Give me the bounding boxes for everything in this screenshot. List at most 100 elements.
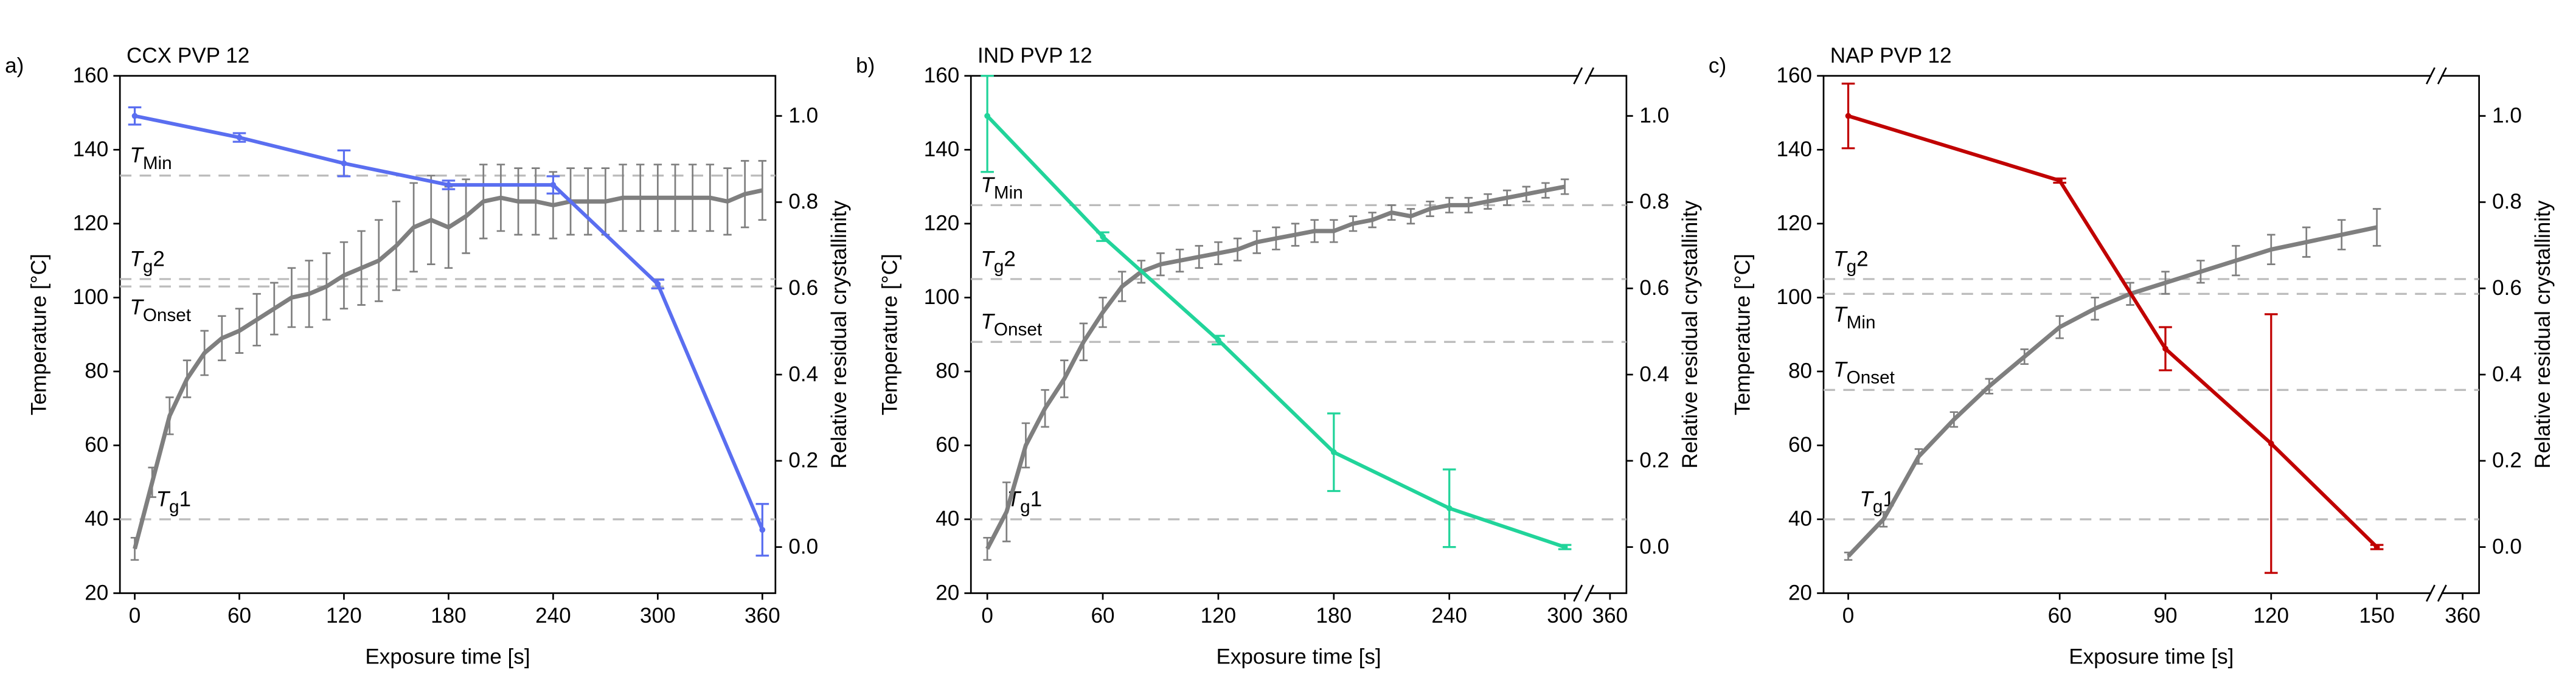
y-tick-label: 40 — [85, 507, 108, 531]
data-point — [654, 281, 661, 288]
reference-symbol: T — [981, 310, 995, 334]
y-tick-label: 80 — [85, 359, 108, 383]
x-tick-label: 90 — [2153, 604, 2177, 628]
y2-tick-label: 1.0 — [2492, 103, 2522, 127]
data-line — [985, 114, 1566, 549]
data-line — [134, 114, 765, 531]
data-point — [2373, 544, 2380, 550]
x-tick-label: 0 — [981, 604, 993, 628]
x-tick-label: 300 — [1547, 604, 1583, 628]
reference-symbol: T — [130, 247, 144, 271]
data-point — [445, 182, 452, 188]
axis-break — [2426, 584, 2447, 602]
data-point — [1446, 505, 1453, 511]
x-tick-label: 120 — [1201, 604, 1237, 628]
chart-title: IND PVP 12 — [977, 44, 1092, 67]
axis-break-gap — [2431, 588, 2442, 598]
y-tick-label: 100 — [924, 285, 960, 309]
reference-symbol: T — [1833, 358, 1848, 382]
y2-tick-label: 0.0 — [788, 535, 818, 558]
reference-label: TMin — [981, 173, 1022, 203]
y-tick-label: 20 — [936, 581, 959, 604]
x-tick-label: 180 — [1316, 604, 1352, 628]
y2-tick-label: 0.2 — [788, 449, 818, 472]
y2-tick-label: 0.6 — [788, 276, 818, 300]
axis-break — [1573, 584, 1595, 602]
y2-axis-label: Relative residual crystallinity — [1678, 200, 1702, 468]
y2-axis-label: Relative residual crystallinity — [2531, 200, 2555, 468]
data-point — [131, 112, 138, 119]
x-tick-label: 360 — [1592, 604, 1628, 628]
data-point — [2162, 345, 2168, 352]
reference-label: TOnset — [130, 296, 191, 325]
reference-subscript: Onset — [994, 319, 1043, 339]
data-point — [759, 527, 766, 533]
data-point — [2268, 440, 2274, 447]
y2-tick-label: 1.0 — [788, 103, 818, 127]
data-point — [341, 160, 347, 167]
reference-subscript: g — [1847, 257, 1857, 277]
y-tick-label: 120 — [73, 212, 109, 235]
y2-tick-label: 0.2 — [2492, 449, 2522, 472]
reference-label: Tg1 — [156, 487, 192, 517]
reference-label: Tg2 — [981, 247, 1016, 277]
reference-label: TMin — [1833, 303, 1875, 333]
axis-break-gap — [2431, 71, 2442, 81]
reference-subscript: Min — [1847, 313, 1876, 333]
x-tick-label: 0 — [129, 604, 141, 628]
y-axis-label: Temperature [°C] — [27, 254, 51, 415]
y-tick-label: 60 — [1788, 433, 1812, 457]
data-point — [1215, 337, 1221, 344]
y2-tick-label: 0.0 — [1639, 535, 1669, 558]
y-tick-label: 140 — [73, 137, 109, 161]
y-tick-label: 60 — [936, 433, 959, 457]
panel-label: c) — [1709, 54, 1726, 77]
data-point — [984, 112, 990, 119]
reference-subscript: g — [143, 257, 153, 277]
reference-suffix: 1 — [179, 487, 192, 511]
reference-subscript: Onset — [1847, 367, 1895, 387]
axis-break — [1573, 67, 1595, 85]
x-axis-label: Exposure time [s] — [2069, 645, 2234, 669]
data-point — [2057, 178, 2063, 184]
reference-symbol: T — [1833, 247, 1848, 271]
data-line — [985, 184, 1566, 550]
y-tick-label: 40 — [936, 507, 959, 531]
axis-break-gap — [1578, 588, 1589, 598]
axis-break-gap — [1578, 71, 1589, 81]
error-bar — [981, 75, 994, 173]
y-tick-label: 140 — [1776, 137, 1812, 161]
y-tick-label: 100 — [73, 285, 109, 309]
data-point — [236, 134, 243, 140]
y2-tick-label: 0.8 — [2492, 190, 2522, 213]
x-tick-label: 360 — [2445, 604, 2481, 628]
panel-label: b) — [856, 54, 875, 77]
data-point — [550, 182, 557, 188]
y2-tick-label: 0.6 — [1639, 276, 1669, 300]
y-tick-label: 120 — [924, 212, 960, 235]
y2-tick-label: 0.0 — [2492, 535, 2522, 558]
reference-subscript: g — [169, 497, 179, 517]
y-tick-label: 40 — [1788, 507, 1812, 531]
reference-subscript: g — [1020, 497, 1030, 517]
y-tick-label: 160 — [73, 64, 109, 88]
y2-tick-label: 0.4 — [788, 362, 818, 386]
plot-frame — [970, 75, 1628, 594]
reference-suffix: 2 — [153, 247, 165, 271]
x-tick-label: 60 — [2048, 604, 2072, 628]
y2-tick-label: 0.2 — [1639, 449, 1669, 472]
reference-label: TOnset — [981, 310, 1042, 340]
reference-label: TOnset — [1833, 358, 1895, 388]
reference-label: Tg1 — [1859, 487, 1895, 517]
x-tick-label: 360 — [745, 604, 780, 628]
y-tick-label: 160 — [1776, 64, 1812, 88]
chart-title: NAP PVP 12 — [1830, 44, 1952, 67]
x-tick-label: 120 — [2254, 604, 2290, 628]
y-tick-label: 80 — [936, 359, 959, 383]
x-tick-label: 120 — [326, 604, 362, 628]
reference-suffix: 1 — [1030, 487, 1043, 511]
y-tick-label: 80 — [1788, 359, 1812, 383]
reference-subscript: Min — [994, 183, 1023, 203]
